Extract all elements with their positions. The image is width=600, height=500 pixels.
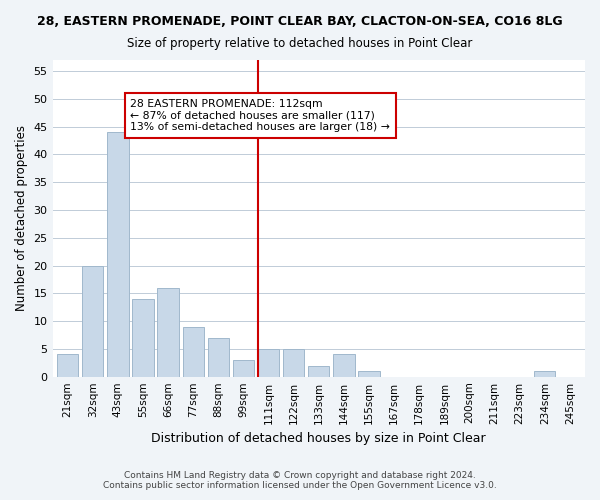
Text: 28 EASTERN PROMENADE: 112sqm
← 87% of detached houses are smaller (117)
13% of s: 28 EASTERN PROMENADE: 112sqm ← 87% of de… [130,99,390,132]
Text: Contains HM Land Registry data © Crown copyright and database right 2024.
Contai: Contains HM Land Registry data © Crown c… [103,470,497,490]
Text: Size of property relative to detached houses in Point Clear: Size of property relative to detached ho… [127,38,473,51]
Bar [182,326,204,376]
Bar [233,360,254,376]
Bar [208,338,229,376]
Bar [534,371,556,376]
Bar [333,354,355,376]
Bar [358,371,380,376]
X-axis label: Distribution of detached houses by size in Point Clear: Distribution of detached houses by size … [151,432,486,445]
Bar [157,288,179,376]
Bar [57,354,78,376]
Bar [107,132,128,376]
Bar [82,266,103,376]
Text: 28, EASTERN PROMENADE, POINT CLEAR BAY, CLACTON-ON-SEA, CO16 8LG: 28, EASTERN PROMENADE, POINT CLEAR BAY, … [37,15,563,28]
Y-axis label: Number of detached properties: Number of detached properties [15,126,28,312]
Bar [258,349,279,376]
Bar [132,299,154,376]
Bar [308,366,329,376]
Bar [283,349,304,376]
